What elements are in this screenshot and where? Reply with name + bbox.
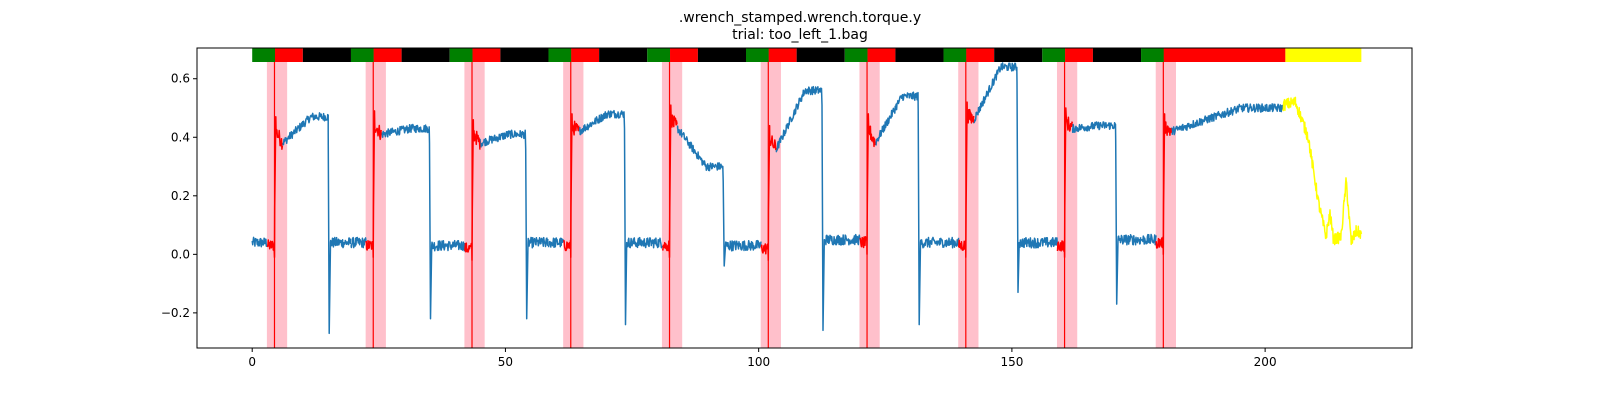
phase-bar-segment-24 <box>1042 48 1066 62</box>
x-tick-label-1: 50 <box>498 355 513 369</box>
shaded-band-6 <box>859 48 880 348</box>
phase-bar-segment-11 <box>599 48 648 62</box>
phase-bar-segment-4 <box>373 48 402 62</box>
phase-bar-segment-25 <box>1065 48 1093 62</box>
phase-bar-segment-28 <box>1163 48 1286 62</box>
phase-bar-segment-6 <box>449 48 473 62</box>
phase-bar-segment-16 <box>768 48 797 62</box>
phase-bar-segment-8 <box>500 48 549 62</box>
series-line-main-14 <box>942 236 960 249</box>
series-line-main-2 <box>350 236 367 249</box>
shaded-band-8 <box>1056 48 1078 348</box>
x-axis: 0 50 100 150 200 <box>248 348 1277 369</box>
series-line-main-7 <box>578 109 648 326</box>
y-axis: −0.2 0.0 0.2 0.4 0.6 <box>161 72 197 320</box>
phase-bar-segment-22 <box>966 48 995 62</box>
shaded-band-1 <box>365 48 386 348</box>
phase-bar-segment-0 <box>252 48 275 62</box>
shaded-band-7 <box>958 48 979 348</box>
shaded-band-2 <box>464 48 485 348</box>
series-line-main-0 <box>251 236 268 248</box>
series-line-final <box>1282 96 1363 246</box>
phase-bar-segment-29 <box>1285 48 1362 62</box>
chart-title: .wrench_stamped.wrench.torque.y <box>679 10 921 26</box>
y-tick-label-4: 0.6 <box>171 72 190 86</box>
series-line-main-13 <box>874 91 944 326</box>
y-tick-label-0: −0.2 <box>161 306 190 320</box>
shaded-band-3 <box>563 48 584 348</box>
shaded-band-5 <box>760 48 781 348</box>
phase-bar-segment-17 <box>796 48 845 62</box>
series-line-main-17 <box>1071 121 1142 305</box>
phase-bar-segment-7 <box>472 48 501 62</box>
phase-bar-segment-10 <box>571 48 600 62</box>
phase-bar-segment-26 <box>1092 48 1142 62</box>
series-line-main-6 <box>547 237 565 249</box>
shaded-band-4 <box>661 48 683 348</box>
phase-bar-segment-5 <box>401 48 450 62</box>
series-line-main-9 <box>676 125 747 267</box>
phase-bar-segment-20 <box>895 48 944 62</box>
phase-bar-segment-18 <box>844 48 868 62</box>
series-line-main-8 <box>646 237 663 249</box>
y-tick-label-1: 0.0 <box>171 247 190 261</box>
phase-bar-segment-23 <box>994 48 1043 62</box>
phase-bar-segment-2 <box>302 48 351 62</box>
series-line-main-11 <box>775 85 846 332</box>
phase-bar-segment-9 <box>548 48 572 62</box>
series-line-main-10 <box>745 239 762 251</box>
y-tick-label-2: 0.2 <box>171 189 190 203</box>
series-line-main-5 <box>479 129 549 320</box>
series-line-main-19 <box>1170 103 1284 136</box>
plot-area <box>251 48 1363 348</box>
series-line-main-1 <box>281 112 352 335</box>
phase-bar-segment-3 <box>350 48 374 62</box>
phase-bar-segment-21 <box>943 48 967 62</box>
phase-bar-segment-19 <box>867 48 896 62</box>
series-line-main-18 <box>1140 233 1157 246</box>
series-line-main-12 <box>844 233 861 246</box>
shaded-band-0 <box>266 48 288 348</box>
series-line-main-15 <box>973 62 1043 294</box>
phase-bar-segment-1 <box>274 48 303 62</box>
x-tick-label-0: 0 <box>248 355 256 369</box>
phase-bar-segment-12 <box>647 48 671 62</box>
x-tick-label-3: 150 <box>1000 355 1023 369</box>
y-tick-label-3: 0.4 <box>171 130 190 144</box>
phase-bar-segment-14 <box>697 48 747 62</box>
shaded-band-9 <box>1155 48 1176 348</box>
plot-frame <box>196 47 1413 349</box>
series-line-main-4 <box>448 239 466 252</box>
phase-bar-segment-27 <box>1141 48 1164 62</box>
x-tick-label-4: 200 <box>1254 355 1277 369</box>
x-tick-label-2: 100 <box>747 355 770 369</box>
chart-subtitle: trial: too_left_1.bag <box>732 27 868 43</box>
phase-bar-segment-15 <box>746 48 769 62</box>
phase-bar-segment-13 <box>670 48 698 62</box>
series-line-main-3 <box>380 123 451 320</box>
series-line-main-16 <box>1041 236 1059 248</box>
